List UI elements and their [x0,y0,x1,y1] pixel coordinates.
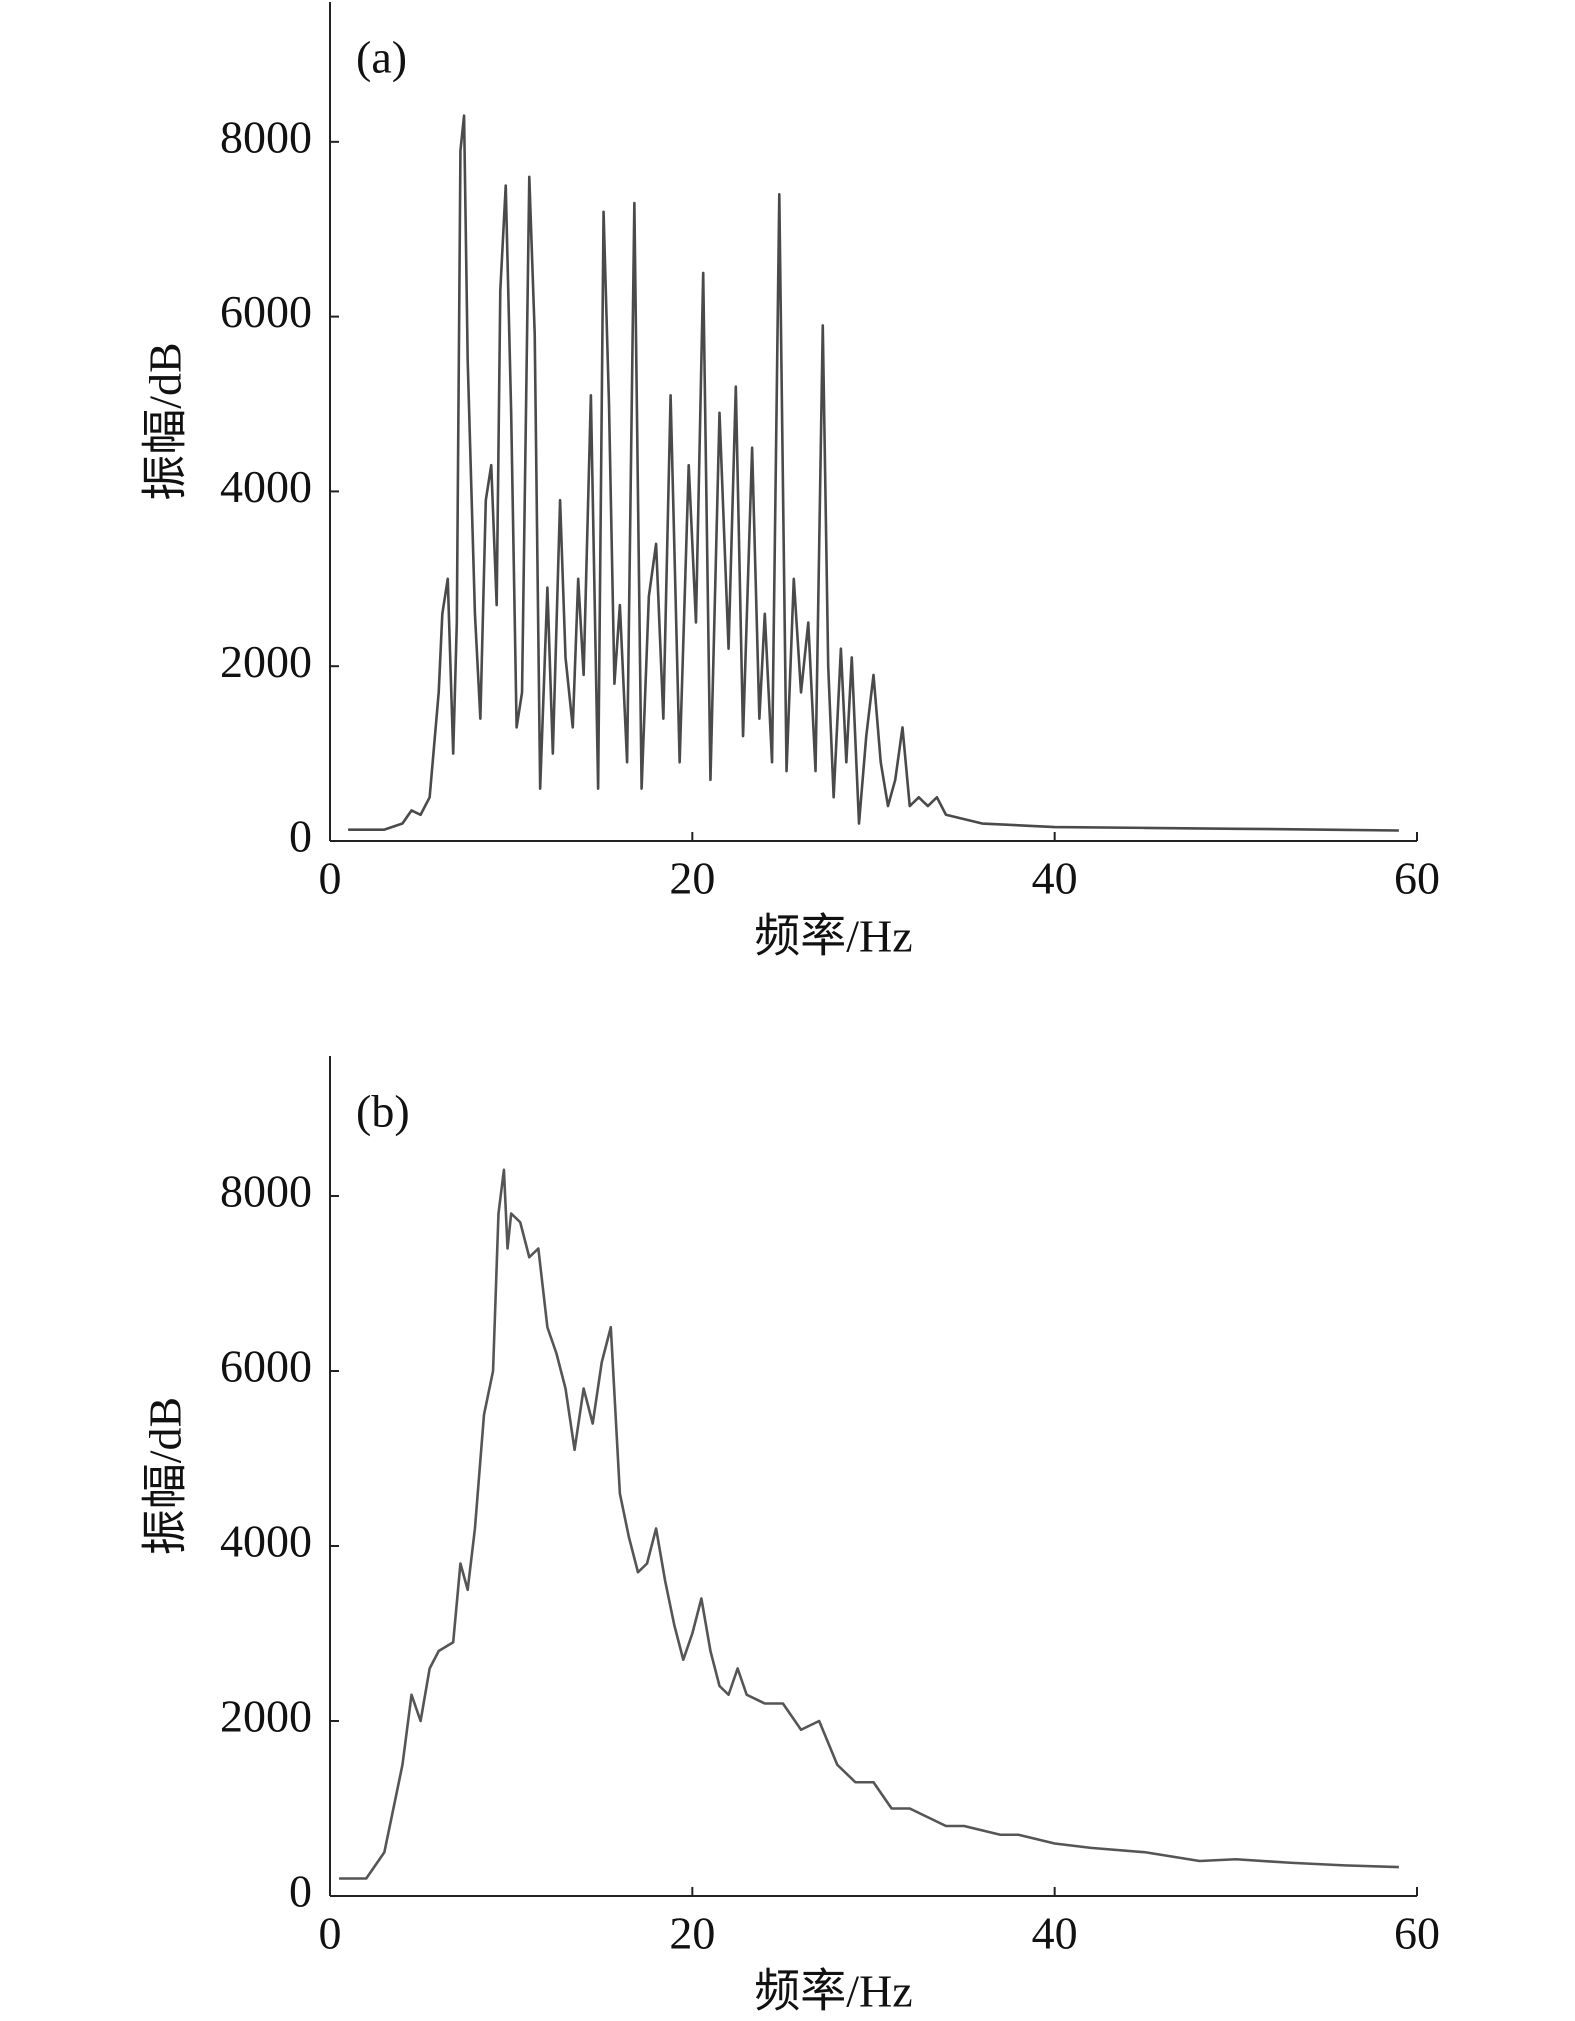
y-axis-label: 振幅/dB [140,1397,191,1555]
x-axis-label: 频率/Hz [754,911,912,962]
y-tick-label: 6000 [220,286,312,337]
x-tick-label: 20 [669,1908,715,1959]
x-tick-label: 40 [1032,853,1078,904]
x-tick-label: 60 [1394,853,1440,904]
data-line [348,114,1399,832]
x-tick-label: 20 [669,853,715,904]
x-tick-label: 0 [319,853,342,904]
y-tick-label: 8000 [220,111,312,162]
x-tick-label: 60 [1394,1908,1440,1959]
y-tick-label: 0 [289,1866,312,1917]
panel-label: (a) [356,32,407,83]
y-tick-label: 6000 [220,1341,312,1392]
x-tick-label: 0 [319,1908,342,1959]
panel-label: (b) [356,1086,410,1137]
y-tick-label: 8000 [220,1166,312,1217]
y-tick-label: 4000 [220,1516,312,1567]
y-tick-label: 2000 [220,636,312,687]
y-axis-label: 振幅/dB [140,342,191,500]
y-tick-label: 2000 [220,1691,312,1742]
x-axis-label: 频率/Hz [754,1966,912,2017]
x-tick-label: 40 [1032,1908,1078,1959]
data-line [339,1168,1399,1880]
y-tick-label: 0 [289,811,312,862]
y-tick-label: 4000 [220,461,312,512]
